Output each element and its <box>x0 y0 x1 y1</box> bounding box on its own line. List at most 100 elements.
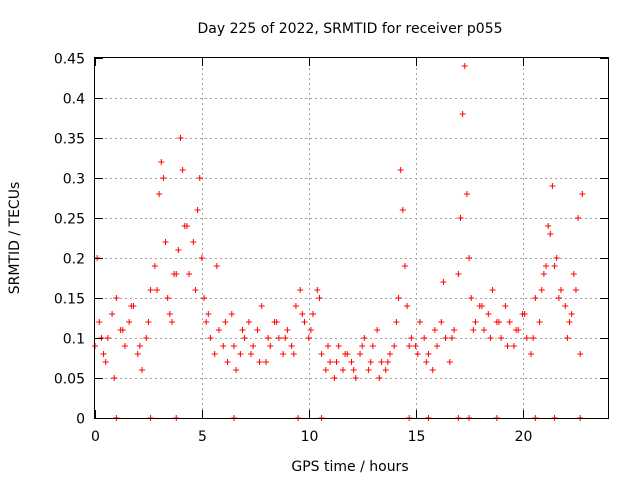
data-point <box>241 335 248 341</box>
data-point <box>307 327 314 333</box>
data-point <box>568 311 575 317</box>
data-point <box>145 319 152 325</box>
data-point <box>239 327 246 333</box>
y-tick-label: 0.2 <box>63 252 85 268</box>
data-point <box>399 207 406 213</box>
data-point <box>498 335 505 341</box>
data-point <box>506 319 513 325</box>
data-point <box>374 327 381 333</box>
data-point <box>237 351 244 357</box>
data-point <box>478 303 485 309</box>
data-point <box>421 335 428 341</box>
data-point <box>111 375 118 381</box>
data-point <box>532 295 539 301</box>
data-point <box>220 343 227 349</box>
data-point <box>446 359 453 365</box>
data-points <box>92 63 586 421</box>
data-point <box>414 351 421 357</box>
data-point <box>543 263 550 269</box>
data-point <box>136 343 143 349</box>
data-point <box>438 319 445 325</box>
y-axis-label: SRMTID / TECUs <box>7 182 23 295</box>
data-point <box>528 351 535 357</box>
tick-labels: 0 0.05 0.1 0.15 0.2 0.25 0.3 0.35 0.4 0.45 0 5 10 15 2… <box>54 52 533 446</box>
data-point <box>513 327 520 333</box>
data-point <box>570 271 577 277</box>
y-tick-label: 0.35 <box>54 132 85 148</box>
data-point <box>429 367 436 373</box>
data-point <box>166 311 173 317</box>
data-point <box>327 359 334 365</box>
data-point <box>201 295 208 301</box>
data-point <box>549 183 556 189</box>
data-point <box>412 343 419 349</box>
data-point <box>442 335 449 341</box>
data-point <box>536 319 543 325</box>
data-point <box>384 359 391 365</box>
data-point <box>335 343 342 349</box>
data-point <box>316 295 323 301</box>
data-point <box>198 255 205 261</box>
y-tick-label: 0.15 <box>54 292 85 308</box>
y-tick-label: 0.1 <box>63 332 85 348</box>
data-point <box>397 167 404 173</box>
data-point <box>378 359 385 365</box>
data-point <box>357 351 364 357</box>
data-point <box>310 311 317 317</box>
data-point <box>162 239 169 245</box>
data-point <box>186 271 193 277</box>
data-point <box>171 271 178 277</box>
data-point <box>504 343 511 349</box>
data-point <box>502 303 509 309</box>
data-point <box>572 287 579 293</box>
data-point <box>102 359 109 365</box>
data-point <box>175 247 182 253</box>
data-point <box>521 311 528 317</box>
data-point <box>96 319 103 325</box>
data-point <box>318 351 325 357</box>
data-point <box>342 351 349 357</box>
data-point <box>228 311 235 317</box>
data-point <box>288 343 295 349</box>
data-point <box>361 335 368 341</box>
axis-ticks <box>95 58 608 419</box>
data-point <box>134 351 141 357</box>
data-point <box>256 359 263 365</box>
x-tick-label: 5 <box>198 429 207 445</box>
data-point <box>457 215 464 221</box>
data-point <box>258 303 265 309</box>
data-point <box>143 335 150 341</box>
data-point <box>305 335 312 341</box>
data-point <box>416 319 423 325</box>
data-point <box>147 287 154 293</box>
data-point <box>339 367 346 373</box>
data-point <box>562 303 569 309</box>
data-point <box>551 263 558 269</box>
data-point <box>205 311 212 317</box>
x-axis-label: GPS time / hours <box>291 459 408 475</box>
y-tick-label: 0.4 <box>63 92 85 108</box>
data-point <box>324 343 331 349</box>
x-tick-label: 10 <box>301 429 319 445</box>
y-tick-label: 0.3 <box>63 172 85 188</box>
data-point <box>487 335 494 341</box>
data-point <box>577 351 584 357</box>
y-tick-label: 0.45 <box>54 52 85 68</box>
y-tick-label: 0.05 <box>54 372 85 388</box>
data-point <box>254 327 261 333</box>
data-point <box>248 351 255 357</box>
data-point <box>404 303 411 309</box>
data-point <box>575 215 582 221</box>
data-point <box>538 287 545 293</box>
data-point <box>179 167 186 173</box>
data-point <box>401 263 408 269</box>
data-point <box>523 335 530 341</box>
data-point <box>333 359 340 365</box>
data-point <box>263 359 269 365</box>
data-point <box>211 351 218 357</box>
data-point <box>468 295 475 301</box>
data-point <box>104 335 111 341</box>
data-point <box>192 287 199 293</box>
data-point <box>282 335 289 341</box>
